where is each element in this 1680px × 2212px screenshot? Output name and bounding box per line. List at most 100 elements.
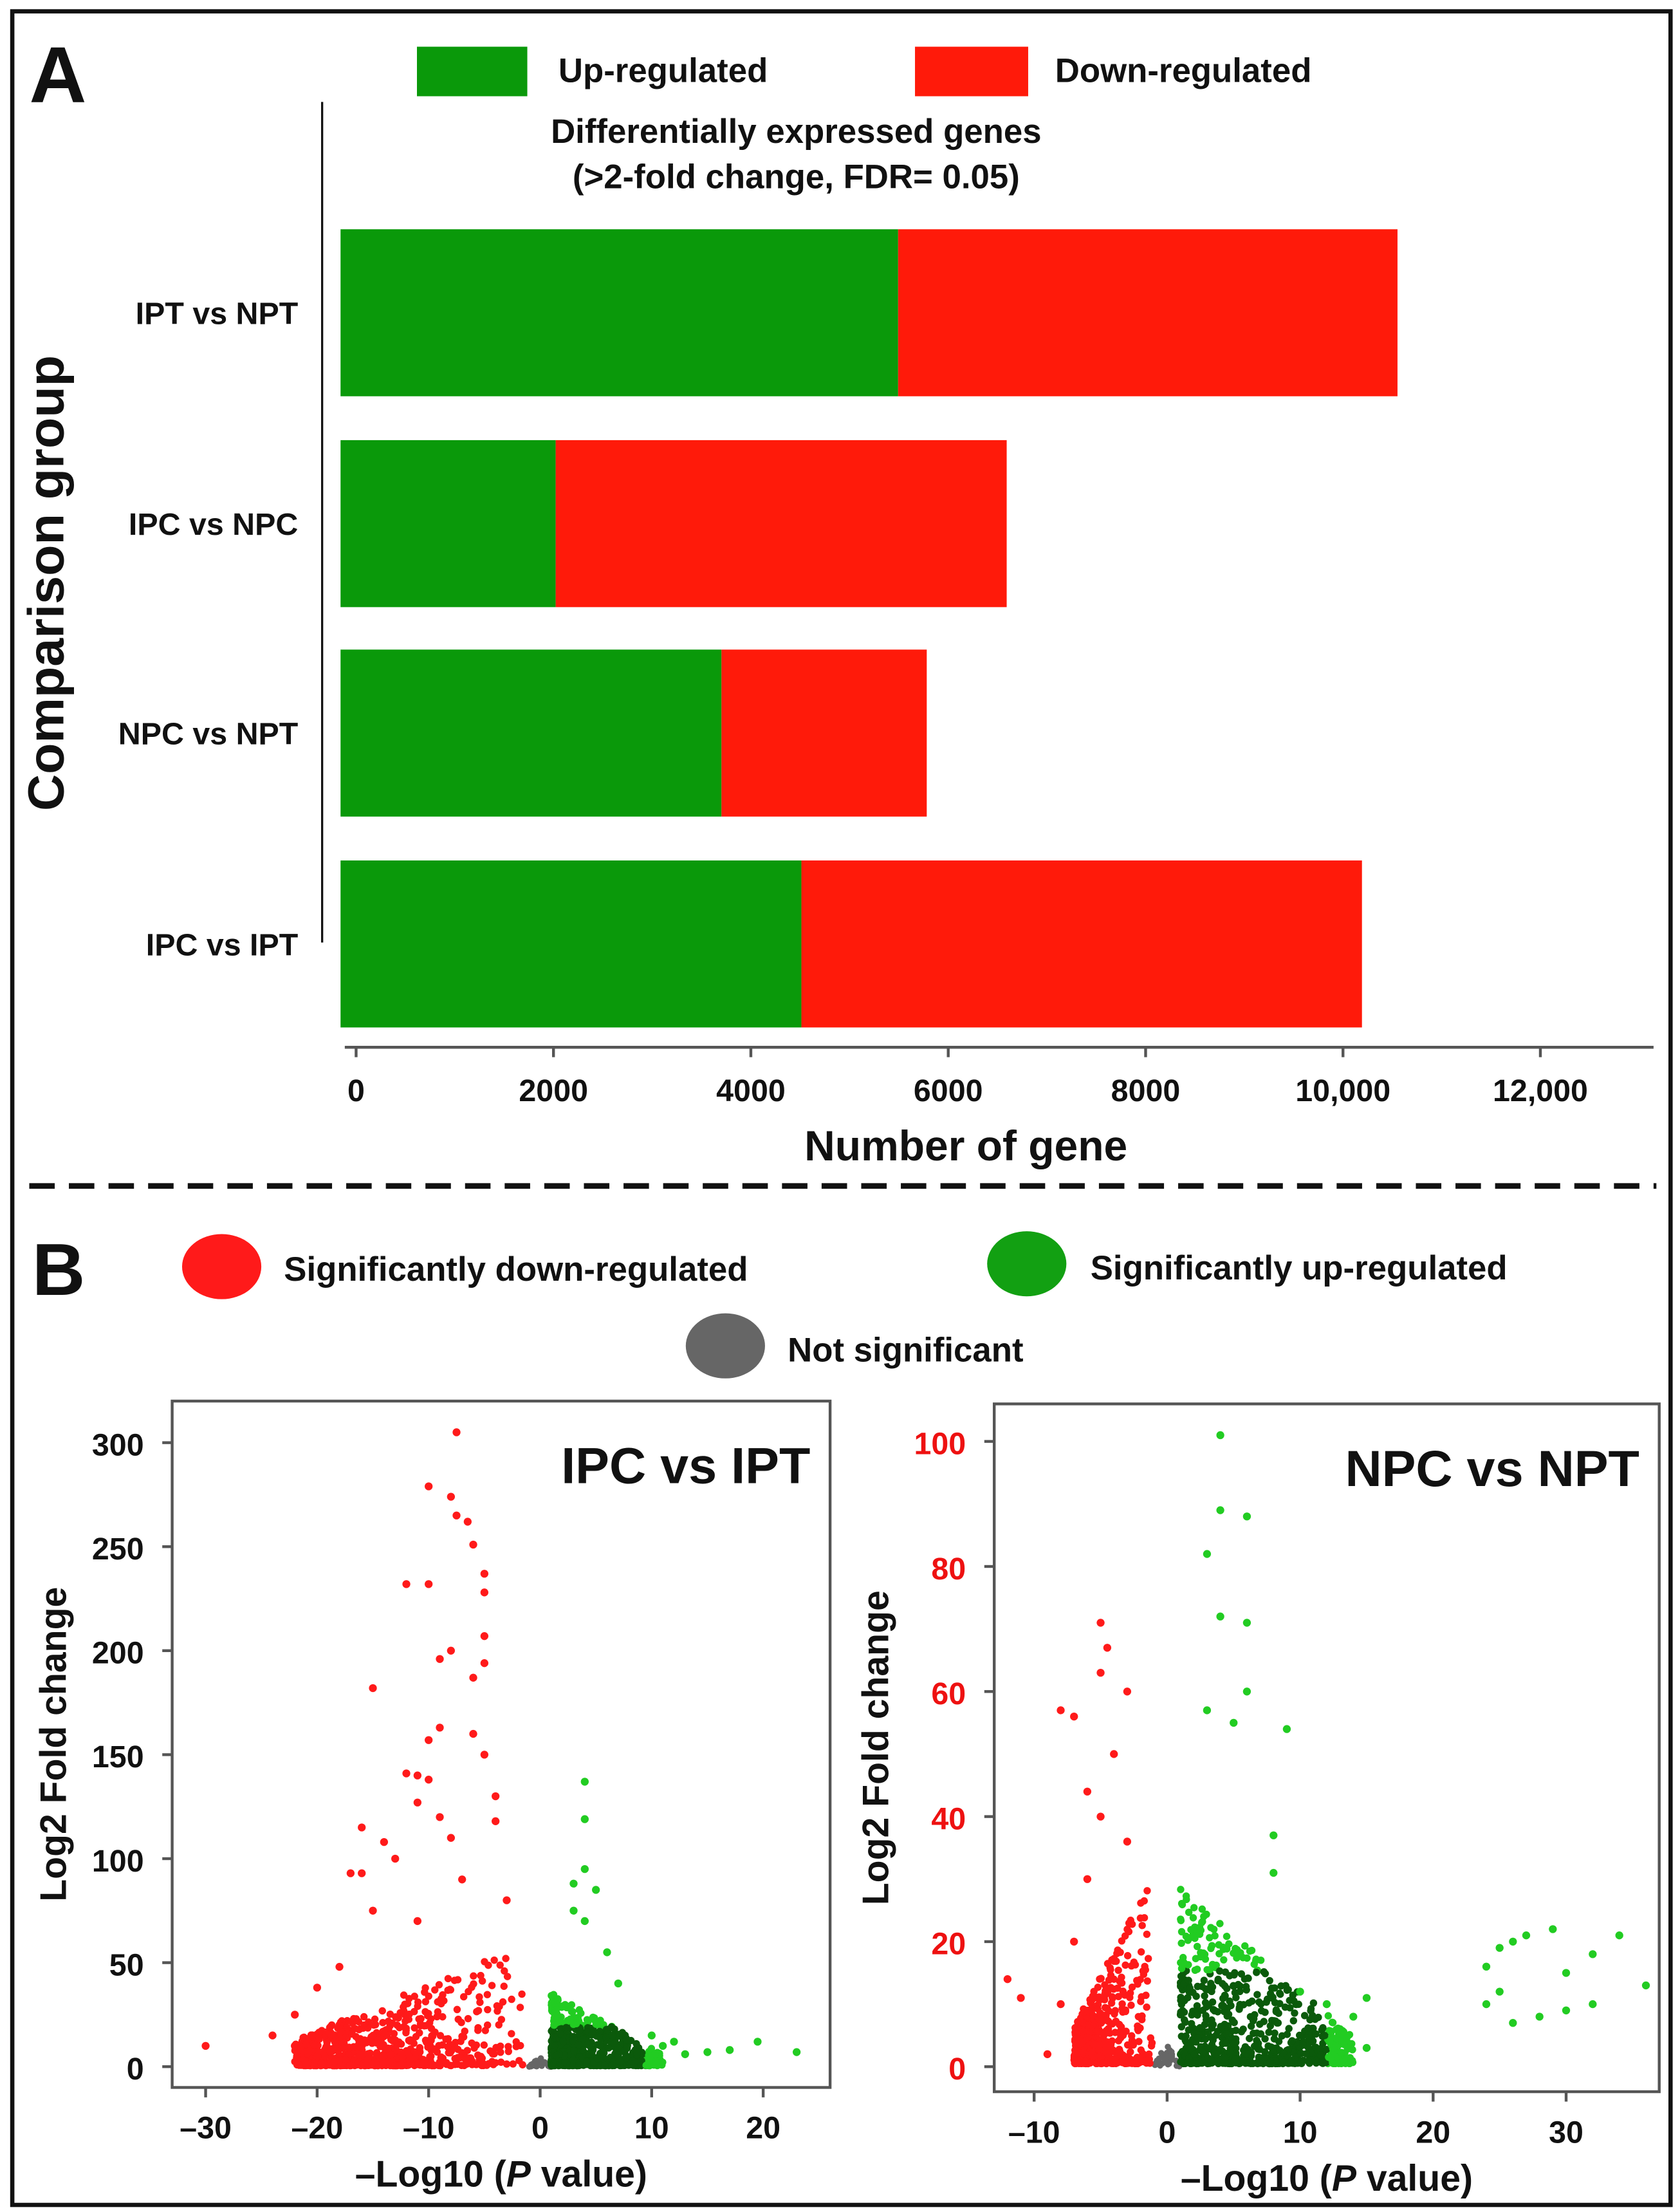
up-regulated-point	[559, 2038, 568, 2045]
up-regulated-point	[1256, 2059, 1264, 2067]
up-regulated-point	[1270, 2035, 1278, 2043]
down-regulated-point	[480, 1570, 489, 1578]
down-regulated-point	[444, 2035, 452, 2043]
up-regulated-point	[659, 2058, 667, 2067]
legend-up-sig-label: Significantly up-regulated	[1091, 1249, 1508, 1287]
up-regulated-point	[1312, 2059, 1320, 2067]
down-regulated-point	[1123, 1687, 1132, 1696]
down-regulated-point	[337, 2029, 344, 2037]
down-regulated-point	[416, 2044, 424, 2052]
down-regulated-point	[1094, 2028, 1102, 2036]
down-regulated-point	[1111, 1957, 1118, 1966]
up-regulated-point	[1260, 2018, 1268, 2025]
down-regulated-point	[398, 2061, 405, 2068]
down-regulated-point	[1138, 1922, 1146, 1929]
down-regulated-point	[1107, 1971, 1115, 1979]
up-regulated-point	[1269, 1831, 1278, 1839]
up-regulated-point	[1210, 1926, 1218, 1933]
down-regulated-point	[435, 1981, 443, 1989]
bar-chart-subtitle: (>2-fold change, FDR= 0.05)	[573, 158, 1020, 196]
up-regulated-point	[569, 1906, 578, 1915]
up-regulated-point	[583, 2016, 591, 2023]
up-regulated-point	[1245, 2059, 1253, 2067]
down-regulated-point	[1076, 2059, 1084, 2067]
down-regulated-point	[480, 1659, 489, 1668]
up-regulated-point	[1239, 2025, 1247, 2033]
up-regulated-point	[1296, 1987, 1304, 1996]
up-regulated-point	[1189, 1914, 1197, 1922]
up-regulated-point	[1242, 1512, 1251, 1521]
up-regulated-point	[1216, 1920, 1224, 1928]
legend-up-dot	[987, 1231, 1067, 1297]
down-regulated-point	[1143, 1887, 1151, 1895]
up-regulated-point	[569, 2056, 577, 2064]
down-regulated-point	[1071, 2049, 1080, 2058]
down-regulated-point	[1128, 2032, 1136, 2040]
down-regulated-point	[313, 1984, 322, 1992]
down-regulated-point	[458, 1875, 466, 1884]
down-regulated-point	[398, 2053, 407, 2061]
up-regulated-point	[1482, 1962, 1491, 1971]
up-regulated-point	[1223, 2030, 1231, 2038]
up-regulated-point	[1199, 1918, 1206, 1926]
up-regulated-point	[1347, 2058, 1354, 2067]
up-regulated-point	[1181, 2016, 1188, 2024]
not-significant-point	[1164, 2059, 1170, 2066]
down-regulated-point	[1138, 2016, 1146, 2023]
down-regulated-point	[490, 2061, 497, 2068]
up-regulated-point	[1269, 2046, 1277, 2054]
down-regulated-point	[1137, 1948, 1145, 1956]
not-significant-point	[1168, 2049, 1175, 2056]
down-regulated-point	[424, 2043, 432, 2051]
up-regulated-point	[1248, 1997, 1256, 2005]
legend-down-dot	[181, 1234, 262, 1299]
down-regulated-point	[495, 2021, 503, 2029]
plot-frame	[992, 1402, 1661, 2094]
legend-down-swatch	[915, 46, 1028, 97]
down-regulated-point	[1097, 1975, 1105, 1982]
up-regulated-point	[1244, 1974, 1252, 1982]
up-regulated-point	[609, 2032, 616, 2040]
up-regulated-point	[1257, 2000, 1265, 2008]
up-regulated-point	[586, 2050, 593, 2058]
up-regulated-point	[1274, 2019, 1282, 2027]
up-regulated-point	[1271, 2029, 1278, 2037]
down-regulated-point	[1078, 2018, 1085, 2026]
up-regulated-point	[1304, 2024, 1312, 2032]
up-regulated-point	[647, 2045, 656, 2052]
down-regulated-point	[1101, 1990, 1109, 1998]
up-regulated-point	[1299, 2041, 1307, 2049]
up-regulated-point	[580, 1864, 589, 1873]
down-regulated-point	[313, 2052, 322, 2061]
up-regulated-point	[1333, 2034, 1341, 2043]
down-regulated-point	[308, 2032, 317, 2041]
down-regulated-point	[371, 2021, 380, 2029]
down-regulated-point	[416, 2029, 423, 2037]
not-significant-point	[1164, 2053, 1171, 2059]
down-regulated-point	[1127, 2002, 1135, 2009]
down-regulated-point	[1111, 2010, 1118, 2018]
down-regulated-point	[1102, 2059, 1111, 2067]
down-regulated-point	[425, 1482, 433, 1491]
up-regulated-point	[1272, 2006, 1280, 2014]
up-regulated-point	[1184, 1994, 1192, 2002]
up-regulated-point	[1239, 1954, 1247, 1962]
y-tick-label: 0	[127, 2052, 144, 2087]
down-regulated-point	[1128, 1983, 1136, 1991]
down-regulated-point	[500, 1982, 508, 1990]
down-regulated-point	[1095, 2015, 1103, 2023]
up-regulated-point	[583, 2058, 591, 2066]
up-regulated-point	[1282, 1725, 1291, 1733]
down-regulated-point	[1105, 2007, 1112, 2015]
up-regulated-point	[1190, 1904, 1198, 1911]
y-axis-label: Log2 Fold change	[33, 1587, 75, 1902]
down-regulated-point	[1139, 1967, 1147, 1975]
down-regulated-point	[335, 2021, 344, 2029]
x-axis-label-prefix: –Log10 (	[355, 2153, 506, 2195]
up-regulated-point	[1242, 1986, 1250, 1994]
up-regulated-point	[1340, 2040, 1348, 2049]
panel-a-letter: A	[29, 31, 86, 119]
up-regulated-point	[1242, 2050, 1251, 2058]
down-regulated-point	[352, 2015, 360, 2023]
up-regulated-point	[1257, 2007, 1266, 2015]
